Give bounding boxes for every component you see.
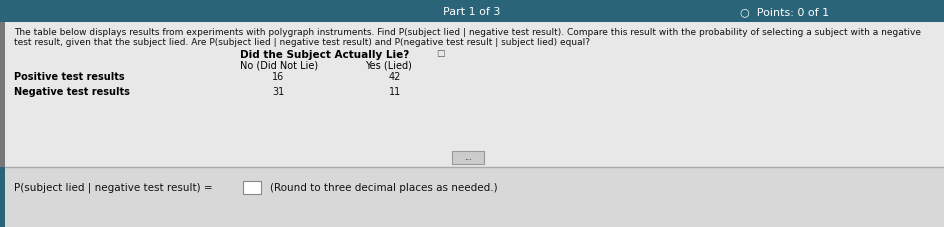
Text: No (Did Not Lie): No (Did Not Lie) bbox=[240, 60, 318, 70]
Bar bbox=[0, 0, 944, 23]
Text: □: □ bbox=[436, 49, 445, 58]
Text: The table below displays results from experiments with polygraph instruments. Fi: The table below displays results from ex… bbox=[14, 28, 921, 37]
Text: (Round to three decimal places as needed.): (Round to three decimal places as needed… bbox=[270, 182, 497, 192]
Bar bbox=[452, 151, 484, 164]
Text: 42: 42 bbox=[389, 72, 401, 82]
Text: ...: ... bbox=[464, 153, 472, 162]
Bar bbox=[243, 181, 261, 194]
Text: 16: 16 bbox=[272, 72, 284, 82]
Text: Did the Subject Actually Lie?: Did the Subject Actually Lie? bbox=[240, 50, 410, 60]
Text: ○  Points: 0 of 1: ○ Points: 0 of 1 bbox=[740, 7, 829, 17]
Bar bbox=[5, 23, 944, 167]
Text: Negative test results: Negative test results bbox=[14, 87, 130, 96]
Text: 31: 31 bbox=[272, 87, 284, 96]
Bar bbox=[5, 167, 944, 227]
Text: P(subject lied | negative test result) =: P(subject lied | negative test result) = bbox=[14, 182, 212, 192]
Text: 11: 11 bbox=[389, 87, 401, 96]
Text: Part 1 of 3: Part 1 of 3 bbox=[444, 7, 500, 17]
Text: Yes (Lied): Yes (Lied) bbox=[365, 60, 412, 70]
Text: test result, given that the subject lied. Are P(subject lied | negative test res: test result, given that the subject lied… bbox=[14, 38, 590, 47]
Text: Positive test results: Positive test results bbox=[14, 72, 125, 82]
Bar bbox=[0, 23, 5, 167]
